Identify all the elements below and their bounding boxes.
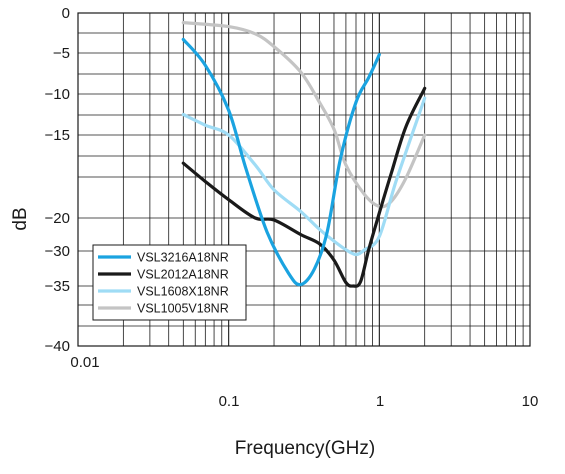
y-axis-label: dB [10, 207, 31, 230]
y-tick-label: −30 [45, 243, 70, 260]
x-tick-label: 10 [522, 393, 539, 410]
legend-label: VSL3216A18NR [137, 251, 229, 265]
x-tick-label: 0.1 [219, 393, 240, 410]
y-tick-label: −5 [53, 45, 70, 62]
x-tick-label: 0.01 [70, 354, 99, 371]
y-tick-label: −40 [45, 338, 70, 355]
legend: VSL3216A18NR VSL2012A18NR VSL1608X18NR VSL1… [92, 244, 247, 321]
x-axis-label: Frequency(GHz) [235, 438, 375, 459]
y-tick-label: 0 [62, 5, 70, 22]
x-tick-label: 1 [376, 393, 384, 410]
series-line-vsl1608x18nr [181, 96, 427, 257]
y-tick-label: −20 [45, 210, 70, 227]
legend-label: VSL1005V18NR [137, 302, 229, 316]
y-tick-label: −15 [45, 127, 70, 144]
x-axis-ticks: 0.01 0.1 1 10 [70, 354, 538, 410]
legend-label: VSL1608X18NR [137, 285, 229, 299]
y-axis-ticks: 0 −5 −10 −15 −20 −30 −35 −40 [45, 5, 70, 355]
legend-label: VSL2012A18NR [137, 268, 229, 282]
series-line-vsl3216a18nr [181, 37, 381, 287]
series-layer [181, 21, 427, 288]
grid [78, 13, 530, 346]
plot-frame [77, 12, 531, 347]
series-line-vsl2012a18nr [181, 86, 427, 288]
y-tick-label: −10 [45, 86, 70, 103]
y-tick-label: −35 [45, 278, 70, 295]
